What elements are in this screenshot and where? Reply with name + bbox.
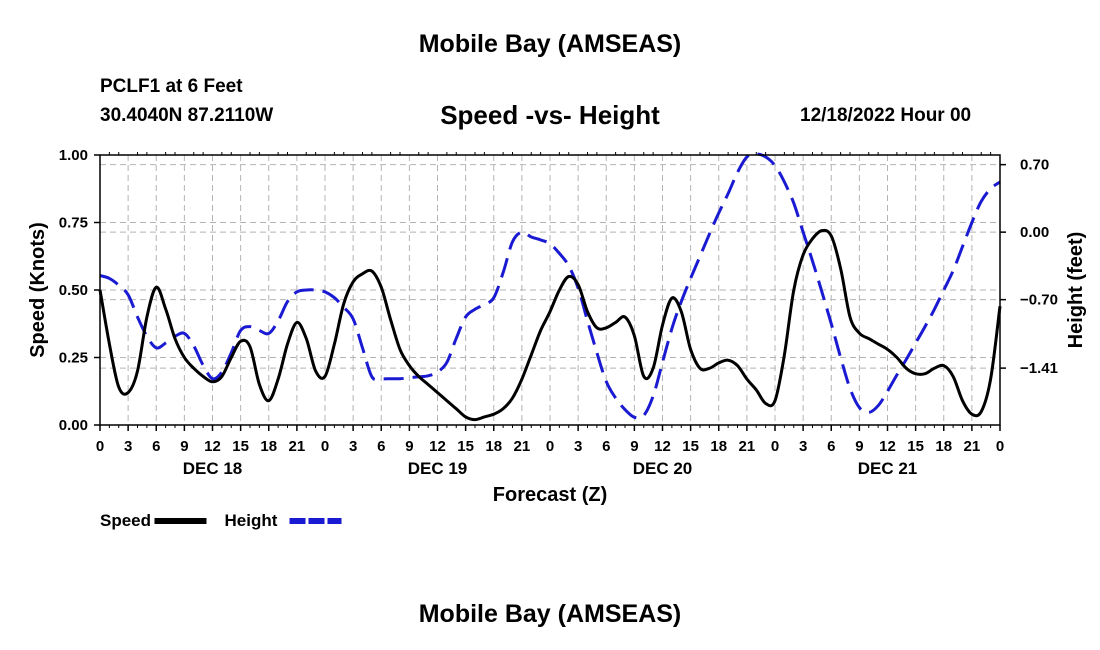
x-tick-label: 9 bbox=[405, 438, 413, 455]
y-tick-label: 0.75 bbox=[59, 215, 88, 232]
x-tick-label: 0 bbox=[321, 438, 329, 455]
y2-tick-label: 0.00 bbox=[1020, 224, 1049, 241]
series-line-speed bbox=[98, 228, 1002, 422]
x-tick-label: 18 bbox=[485, 438, 502, 455]
date-label: DEC 20 bbox=[633, 459, 693, 478]
x-tick-label: 18 bbox=[710, 438, 727, 455]
x-tick-label: 9 bbox=[855, 438, 863, 455]
x-tick-label: 21 bbox=[514, 438, 531, 455]
chart-title: Mobile Bay (AMSEAS) bbox=[418, 30, 682, 58]
y-tick-label: 0.00 bbox=[59, 417, 88, 434]
x-tick-label: 3 bbox=[124, 438, 132, 455]
x-axis-title: Forecast (Z) bbox=[493, 484, 607, 506]
x-tick-label: 18 bbox=[260, 438, 277, 455]
y2-tick-label: −1.41 bbox=[1020, 360, 1058, 377]
x-tick-label: 21 bbox=[739, 438, 756, 455]
x-tick-label: 0 bbox=[96, 438, 104, 455]
x-tick-label: 0 bbox=[996, 438, 1004, 455]
date-label: DEC 18 bbox=[183, 459, 243, 478]
x-tick-label: 3 bbox=[574, 438, 582, 455]
x-tick-label: 12 bbox=[879, 438, 896, 455]
station-label: PCLF1 at 6 Feet bbox=[100, 76, 243, 97]
footer-title: Mobile Bay (AMSEAS) bbox=[418, 600, 682, 628]
x-tick-label: 0 bbox=[546, 438, 554, 455]
y-tick-label: 1.00 bbox=[59, 147, 88, 164]
date-label: DEC 19 bbox=[408, 459, 468, 478]
legend: Speed Height bbox=[100, 511, 342, 530]
y-tick-label: 0.25 bbox=[59, 350, 88, 367]
x-tick-label: 6 bbox=[152, 438, 160, 455]
x-tick-label: 15 bbox=[457, 438, 474, 455]
x-tick-label: 21 bbox=[289, 438, 306, 455]
x-tick-label: 6 bbox=[827, 438, 835, 455]
y-tick-label: 0.50 bbox=[59, 282, 88, 299]
grid-lines bbox=[100, 155, 1000, 425]
x-tick-label: 18 bbox=[935, 438, 952, 455]
y-axis-title: Speed (Knots) bbox=[27, 222, 49, 358]
x-tick-label: 15 bbox=[682, 438, 699, 455]
y2-tick-label: −0.70 bbox=[1020, 292, 1058, 309]
forecast-datetime: 12/18/2022 Hour 00 bbox=[800, 105, 972, 126]
x-tick-label: 12 bbox=[204, 438, 221, 455]
y2-axis-title: Height (feet) bbox=[1065, 232, 1087, 349]
legend-label-height: Height bbox=[225, 511, 278, 530]
axes: 0 3 6 9 12 15 18 21 0 3 6 9 12 15 18 21 0 3 6 9 12 15 18 21 0 3 6 9… bbox=[27, 147, 1087, 506]
x-tick-label: 6 bbox=[377, 438, 385, 455]
series-layer bbox=[98, 152, 1002, 422]
series-line-height bbox=[99, 152, 1001, 420]
date-label: DEC 21 bbox=[858, 459, 918, 478]
x-tick-label: 0 bbox=[771, 438, 779, 455]
x-tick-label: 12 bbox=[654, 438, 671, 455]
legend-label-speed: Speed bbox=[100, 511, 151, 530]
y2-tick-label: 0.70 bbox=[1020, 157, 1049, 174]
x-tick-label: 3 bbox=[799, 438, 807, 455]
station-coordinates: 30.4040N 87.2110W bbox=[100, 105, 274, 126]
x-tick-label: 6 bbox=[602, 438, 610, 455]
x-tick-label: 12 bbox=[429, 438, 446, 455]
x-tick-label: 15 bbox=[232, 438, 249, 455]
chart-subtitle: Speed -vs- Height bbox=[440, 100, 660, 130]
x-tick-label: 9 bbox=[180, 438, 188, 455]
x-tick-label: 15 bbox=[907, 438, 924, 455]
x-tick-label: 3 bbox=[349, 438, 357, 455]
x-tick-label: 9 bbox=[630, 438, 638, 455]
x-tick-label: 21 bbox=[964, 438, 981, 455]
